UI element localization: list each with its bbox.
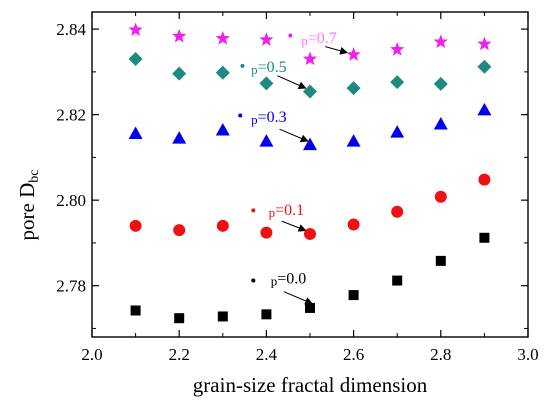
circle-marker: [478, 173, 491, 186]
diamond-marker: [259, 76, 274, 91]
triangle-marker: [215, 123, 230, 136]
annotation-arrow: [325, 46, 349, 55]
triangle-marker: [390, 125, 405, 138]
triangle-marker: [303, 137, 317, 151]
annotation-p: p: [251, 62, 258, 77]
star-marker: [215, 31, 230, 45]
triangle-marker: [433, 117, 448, 130]
circle-marker: [173, 224, 186, 237]
annotation-dot: [251, 208, 256, 213]
square-marker: [305, 302, 315, 313]
series-annotation-label: p=0.5: [251, 59, 287, 77]
circle-marker: [216, 219, 229, 232]
diamond-marker: [346, 81, 361, 96]
annotation-value: =0.3: [258, 109, 287, 126]
annotation-arrow: [283, 291, 314, 305]
annotation-arrow: [277, 75, 307, 89]
series-annotation-label: p=0.7: [301, 30, 337, 48]
triangle-marker: [259, 134, 274, 147]
series-annotation-label: p=0.1: [269, 202, 305, 220]
circle-marker: [304, 227, 316, 240]
y-tick-label: 2.80: [56, 191, 86, 210]
square-marker: [435, 255, 446, 266]
diamond-marker: [477, 59, 492, 74]
y-axis-label-subscript: bc: [27, 170, 42, 183]
circle-marker: [347, 218, 360, 231]
triangle-marker: [477, 102, 492, 116]
star-marker: [128, 22, 143, 37]
x-tick-label: 2.8: [430, 345, 451, 364]
diamond-marker: [128, 52, 143, 67]
square-marker: [217, 311, 228, 322]
star-marker: [433, 34, 448, 48]
square-marker: [348, 290, 359, 301]
triangle-marker: [172, 131, 187, 144]
star-marker: [390, 42, 405, 56]
circle-marker: [391, 205, 404, 218]
diamond-marker: [215, 65, 230, 80]
square-marker: [392, 275, 403, 286]
triangle-marker: [128, 126, 143, 139]
annotation-dot: [288, 33, 293, 38]
diamond-marker: [303, 84, 317, 99]
x-axis-label: grain-size fractal dimension: [193, 373, 428, 397]
circle-marker: [434, 190, 447, 203]
triangle-marker: [346, 134, 361, 147]
circle-marker: [129, 219, 142, 232]
star-marker: [302, 51, 318, 66]
y-axis-label: pore Dbc: [15, 170, 42, 241]
y-axis-label-main: pore D: [15, 183, 39, 241]
square-marker: [261, 309, 272, 320]
diamond-marker: [433, 76, 448, 91]
annotation-p: p: [251, 112, 258, 127]
series-annotation-label: p=0.0: [271, 271, 307, 289]
star-marker: [477, 36, 492, 51]
annotation-arrow: [281, 220, 307, 232]
y-tick-label: 2.84: [56, 20, 86, 39]
star-marker: [346, 47, 361, 61]
annotation-p: p: [301, 33, 308, 48]
square-marker: [479, 232, 490, 243]
x-tick-label: 2.6: [343, 345, 364, 364]
square-marker: [130, 305, 141, 316]
y-tick-label: 2.82: [56, 106, 86, 125]
y-tick-label: 2.78: [56, 277, 86, 296]
x-tick-label: 3.0: [517, 345, 538, 364]
annotation-dot: [251, 278, 256, 283]
annotation-p: p: [271, 274, 278, 289]
annotation-value: =0.7: [308, 30, 337, 47]
star-marker: [172, 28, 187, 43]
circle-marker: [260, 226, 273, 239]
series-annotation-label: p=0.3: [251, 109, 287, 127]
annotation-value: =0.0: [277, 271, 306, 288]
x-tick-label: 2.0: [81, 345, 102, 364]
annotation-p: p: [269, 205, 276, 220]
annotation-dot: [240, 63, 245, 68]
x-tick-label: 2.4: [256, 345, 278, 364]
x-tick-label: 2.2: [169, 345, 190, 364]
annotation-value: =0.5: [258, 59, 287, 76]
star-marker: [259, 32, 274, 46]
annotation-dot: [238, 113, 243, 118]
diamond-marker: [172, 66, 187, 81]
square-marker: [174, 313, 185, 324]
annotation-arrow: [279, 128, 309, 143]
annotation-value: =0.1: [275, 202, 304, 219]
diamond-marker: [390, 75, 405, 90]
